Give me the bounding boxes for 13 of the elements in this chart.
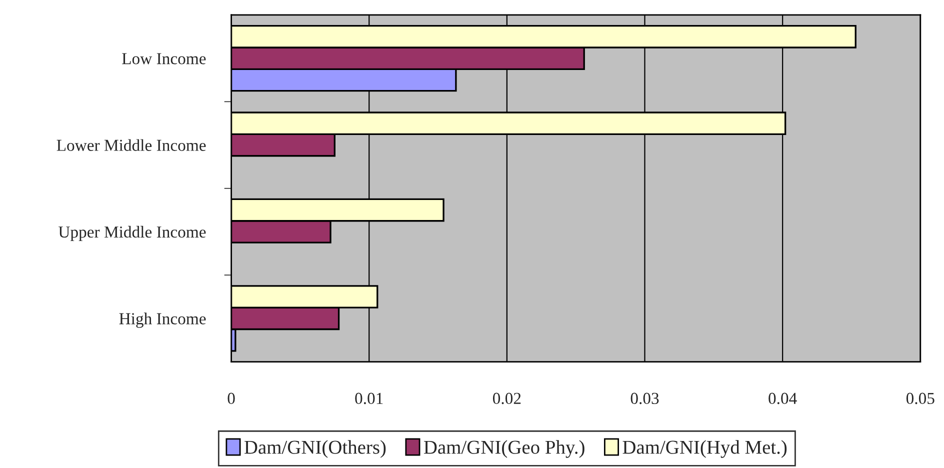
y-tick-label: High Income — [119, 312, 206, 328]
x-tick-label: 0.04 — [768, 392, 797, 404]
legend-label: Dam/GNI(Others) — [244, 440, 386, 458]
x-tick-label: 0.01 — [355, 392, 383, 404]
x-tick-label: 0.05 — [906, 392, 934, 404]
x-tick-label: 0.03 — [630, 392, 659, 404]
x-tick-label: 0.02 — [492, 392, 521, 404]
y-tick-label: Low Income — [122, 53, 206, 64]
legend-label: Dam/GNI(Hyd Met.) — [622, 440, 787, 458]
x-tick-label: 0 — [228, 392, 235, 404]
y-tick-label: Lower Middle Income — [56, 139, 206, 151]
legend-label: Dam/GNI(Geo Phy.) — [424, 440, 584, 458]
y-tick-label: Upper Middle Income — [58, 226, 206, 242]
